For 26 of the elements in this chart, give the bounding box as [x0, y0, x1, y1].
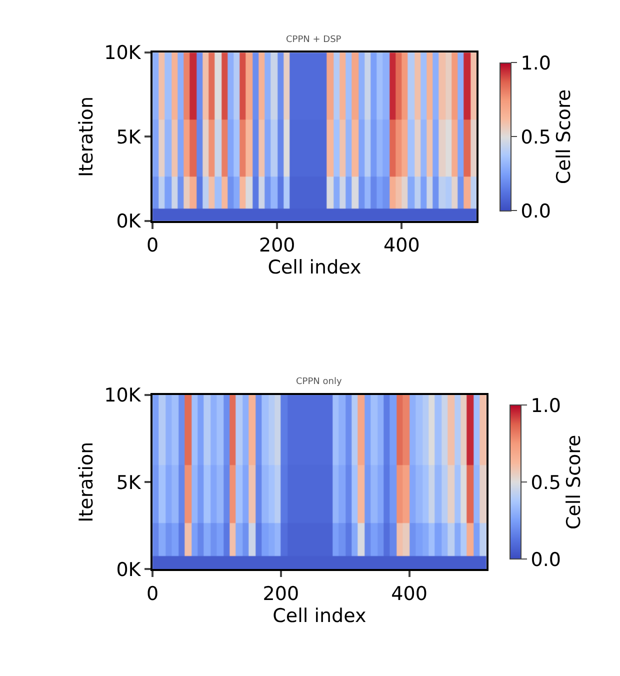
y-tick-label: 0K: [116, 210, 142, 233]
x-tick-label: 200: [258, 234, 296, 257]
color-bar-title: Cell Score: [553, 89, 576, 184]
chart-title: CPPN + DSP: [286, 35, 342, 45]
y-tick-label: 5K: [116, 472, 142, 494]
chart-title: CPPN only: [296, 377, 342, 387]
x-tick-label: 400: [384, 234, 420, 257]
x-tick-label: 400: [391, 582, 428, 605]
y-tick-label: 5K: [116, 126, 142, 148]
x-axis-title: Cell index: [272, 604, 366, 627]
color-bar-label: 0.0: [530, 548, 562, 571]
y-tick-label: 10K: [104, 384, 142, 407]
x-axis-title: Cell index: [268, 256, 362, 279]
x-tick-label: 200: [262, 582, 300, 605]
y-axis-title: Iteration: [75, 442, 98, 522]
y-axis-title: Iteration: [75, 96, 98, 178]
color-bar-title: Cell Score: [563, 434, 586, 530]
color-bar-label: 0.5: [520, 126, 552, 148]
color-bar-label: 1.0: [530, 394, 562, 417]
color-bar-label: 0.0: [520, 200, 552, 222]
color-bar-label: 1.0: [520, 52, 552, 74]
x-tick-label: 0: [146, 234, 159, 257]
color-bar-label: 0.5: [530, 472, 562, 494]
y-tick-label: 0K: [116, 558, 142, 581]
y-tick-label: 10K: [104, 42, 142, 64]
x-tick-label: 0: [146, 582, 159, 605]
